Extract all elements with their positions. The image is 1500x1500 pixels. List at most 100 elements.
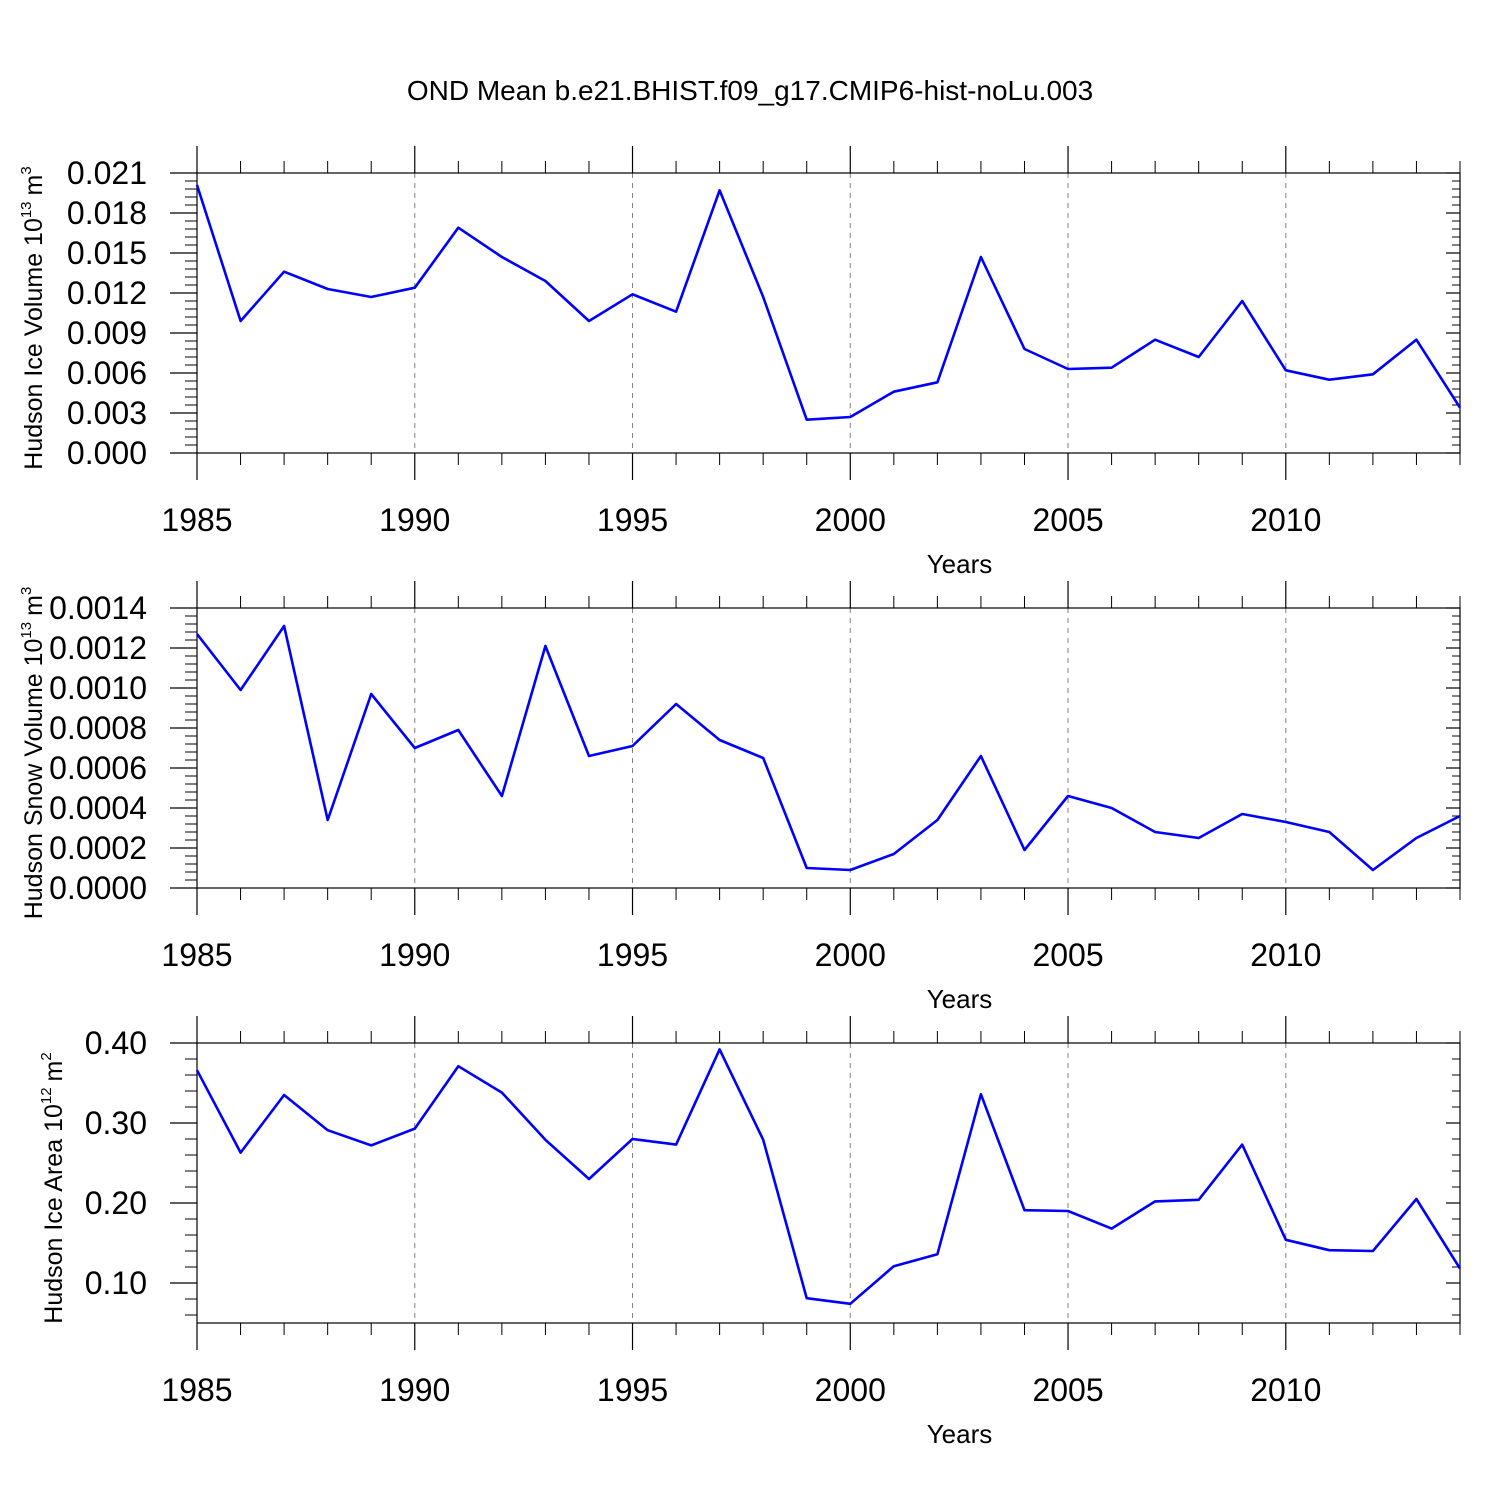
chart-1-point-1993 bbox=[543, 644, 547, 648]
chart-2-ytick-label-3: 0.40 bbox=[85, 1025, 147, 1061]
chart-2-point-2008 bbox=[1197, 1198, 1201, 1202]
chart-2-xtick-label-4: 2005 bbox=[1032, 1372, 1103, 1408]
chart-2-point-1999 bbox=[805, 1296, 809, 1300]
chart-0-xlabel: Years bbox=[927, 549, 993, 579]
chart-1-ytick-label-5: 0.0010 bbox=[49, 670, 147, 706]
chart-1-ytick-label-4: 0.0008 bbox=[49, 710, 147, 746]
chart-1-point-2013 bbox=[1414, 836, 1418, 840]
chart-1-ytick-label-7: 0.0014 bbox=[49, 590, 147, 626]
figure-title: OND Mean b.e21.BHIST.f09_g17.CMIP6-hist-… bbox=[407, 75, 1093, 106]
chart-2-point-1997 bbox=[718, 1047, 722, 1051]
chart-0-point-1987 bbox=[282, 270, 286, 274]
chart-1-ytick-label-1: 0.0002 bbox=[49, 830, 147, 866]
chart-2-point-1995 bbox=[631, 1137, 635, 1141]
chart-1-ylabel-main: Hudson Snow Volume 10 bbox=[20, 639, 48, 920]
chart-0-xtick-label-0: 1985 bbox=[161, 502, 232, 538]
snow-volume-panel: 0.0000 0.0002 0.0004 0.0006 0.0008 0.0010 0.00… bbox=[18, 581, 1462, 1014]
chart-2-point-1990 bbox=[413, 1127, 417, 1131]
chart-2-point-2009 bbox=[1240, 1143, 1244, 1147]
chart-0-ytick-label-1: 0.003 bbox=[67, 395, 147, 431]
chart-0-ytick-label-2: 0.006 bbox=[67, 355, 147, 391]
chart-1-ylabel: Hudson Snow Volume 1013 m3 bbox=[18, 587, 48, 920]
chart-1-point-1999 bbox=[805, 866, 809, 870]
chart-0-ytick-label-5: 0.015 bbox=[67, 235, 147, 271]
chart-2-point-1993 bbox=[543, 1138, 547, 1142]
chart-2-point-1991 bbox=[456, 1064, 460, 1068]
chart-2-point-1992 bbox=[500, 1091, 504, 1095]
chart-0-point-2003 bbox=[979, 255, 983, 259]
chart-1-point-1989 bbox=[369, 692, 373, 696]
chart-1-point-1990 bbox=[413, 746, 417, 750]
chart-1-point-2009 bbox=[1240, 812, 1244, 816]
chart-1-point-1992 bbox=[500, 794, 504, 798]
chart-1-ylabel-unit-exp: 3 bbox=[18, 587, 35, 595]
ice-volume-panel: 0.000 0.003 0.006 0.009 0.012 0.015 0.018 0.021… bbox=[18, 146, 1462, 579]
chart-0-point-2004 bbox=[1022, 347, 1026, 351]
chart-2-point-2012 bbox=[1371, 1249, 1375, 1253]
chart-1-xtick-label-3: 2000 bbox=[815, 937, 886, 973]
chart-1-point-2002 bbox=[935, 818, 939, 822]
chart-0-point-1997 bbox=[718, 188, 722, 192]
chart-0-point-2008 bbox=[1197, 355, 1201, 359]
chart-2-point-2005 bbox=[1066, 1209, 1070, 1213]
chart-0-point-2013 bbox=[1414, 338, 1418, 342]
chart-2-xlabel: Years bbox=[927, 1419, 993, 1449]
chart-0-point-1988 bbox=[326, 287, 330, 291]
chart-2-ylabel-unit: m bbox=[40, 1061, 68, 1082]
chart-0-xtick-label-4: 2005 bbox=[1032, 502, 1103, 538]
chart-0-ytick-label-7: 0.021 bbox=[67, 155, 147, 191]
chart-0-ylabel: Hudson Ice Volume 1013 m3 bbox=[18, 166, 48, 469]
chart-0-ytick-label-3: 0.009 bbox=[67, 315, 147, 351]
chart-0-point-2012 bbox=[1371, 372, 1375, 376]
chart-0-ylabel-unit: m bbox=[20, 175, 48, 196]
chart-2-point-2010 bbox=[1284, 1238, 1288, 1242]
chart-0-point-1996 bbox=[674, 310, 678, 314]
chart-0-point-1993 bbox=[543, 279, 547, 283]
chart-2-plot-frame bbox=[196, 1042, 1461, 1324]
chart-2-point-2007 bbox=[1153, 1199, 1157, 1203]
chart-1-point-2010 bbox=[1284, 820, 1288, 824]
chart-0-point-2014 bbox=[1458, 406, 1462, 410]
chart-1-xlabel: Years bbox=[927, 984, 993, 1014]
chart-1-series-line bbox=[195, 624, 1461, 872]
chart-0-point-2002 bbox=[935, 380, 939, 384]
chart-1-xtick-label-5: 2010 bbox=[1250, 937, 1321, 973]
chart-2-ytick-label-0: 0.10 bbox=[85, 1265, 147, 1301]
chart-0-xtick-label-5: 2010 bbox=[1250, 502, 1321, 538]
chart-2-series-line bbox=[195, 1048, 1462, 1306]
chart-1-ytick-label-0: 0.0000 bbox=[49, 870, 147, 906]
chart-1-point-2005 bbox=[1066, 794, 1070, 798]
chart-2-point-2004 bbox=[1022, 1208, 1026, 1212]
chart-1-point-1997 bbox=[718, 738, 722, 742]
chart-2-ylabel-unit-exp: 2 bbox=[38, 1052, 55, 1060]
chart-0-point-2010 bbox=[1284, 368, 1288, 372]
chart-2-point-2001 bbox=[892, 1264, 896, 1268]
chart-2-point-1986 bbox=[239, 1151, 243, 1155]
chart-0-xtick-label-1: 1990 bbox=[379, 502, 450, 538]
chart-2-xtick-label-5: 2010 bbox=[1250, 1372, 1321, 1408]
chart-2-ylabel-main: Hudson Ice Area 10 bbox=[40, 1104, 68, 1324]
chart-0-point-1994 bbox=[587, 319, 591, 323]
chart-1-point-1988 bbox=[326, 818, 330, 822]
chart-0-point-1995 bbox=[631, 292, 635, 296]
chart-2-point-2002 bbox=[935, 1252, 939, 1256]
chart-0-ylabel-main: Hudson Ice Volume 10 bbox=[20, 218, 48, 470]
chart-1-point-2004 bbox=[1022, 848, 1026, 852]
chart-2-xtick-label-0: 1985 bbox=[161, 1372, 232, 1408]
chart-1-point-2003 bbox=[979, 754, 983, 758]
chart-1-plot-frame bbox=[196, 607, 1461, 889]
chart-1-ylabel-unit: m bbox=[20, 595, 48, 616]
chart-1-point-2014 bbox=[1458, 814, 1462, 818]
chart-0-point-1985 bbox=[195, 183, 199, 187]
chart-0-point-1999 bbox=[805, 418, 809, 422]
chart-2-xtick-label-1: 1990 bbox=[379, 1372, 450, 1408]
chart-0-point-2001 bbox=[892, 390, 896, 394]
chart-1-point-2008 bbox=[1197, 836, 1201, 840]
chart-1-point-2001 bbox=[892, 852, 896, 856]
chart-0-ylabel-exp: 13 bbox=[18, 201, 35, 218]
chart-1-point-2012 bbox=[1371, 868, 1375, 872]
ice-area-panel: 0.10 0.20 0.30 0.40 1985 1990 1995 2000 2005 2010… bbox=[38, 1016, 1462, 1449]
chart-2-point-1985 bbox=[195, 1068, 199, 1072]
chart-2-ytick-label-1: 0.20 bbox=[85, 1185, 147, 1221]
